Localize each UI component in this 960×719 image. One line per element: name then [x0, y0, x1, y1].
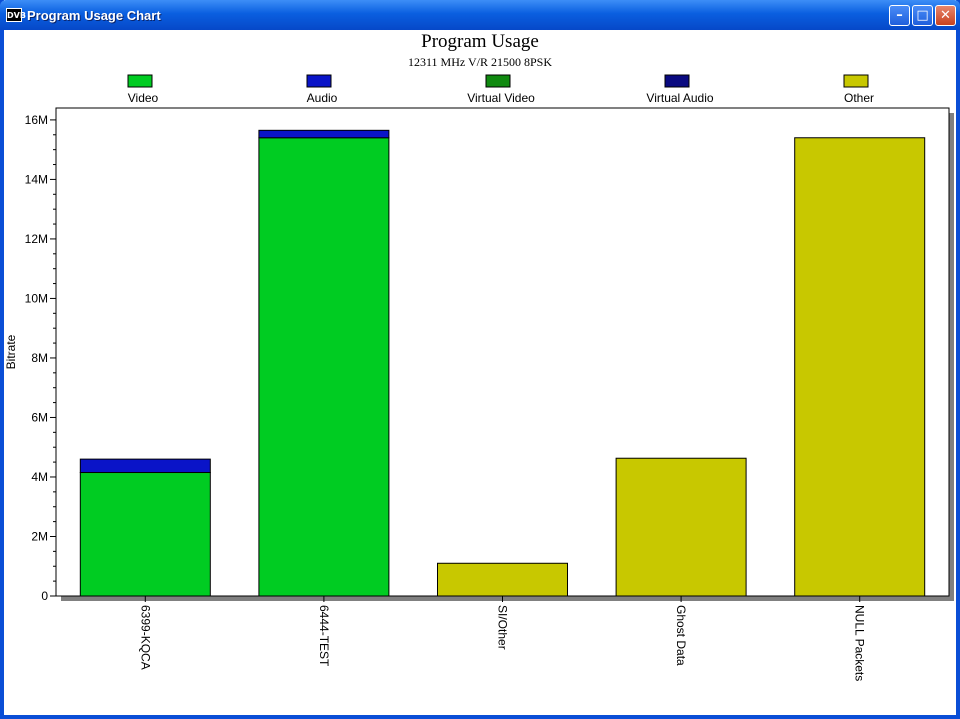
- close-button[interactable]: ✕: [935, 5, 956, 26]
- window-title: Program Usage Chart: [27, 8, 161, 23]
- legend-swatch-4: [843, 74, 869, 88]
- bar-0-0: [79, 472, 211, 597]
- dvb-app-icon: DVB: [6, 8, 26, 22]
- legend-swatch-2: [485, 74, 511, 88]
- x-tick-label-1: 6444-TEST: [317, 605, 331, 667]
- y-tick-label-3: 6M: [31, 410, 48, 424]
- bar-1-0: [258, 137, 390, 597]
- y-tick-label-7: 14M: [25, 172, 48, 186]
- x-tick-label-2: SI/Other: [496, 605, 510, 650]
- minimize-button[interactable]: –: [889, 5, 910, 26]
- program-usage-chart: Program Usage 12311 MHz V/R 21500 8PSK V…: [4, 31, 954, 681]
- bar-4-4: [794, 137, 926, 597]
- legend-swatch-0: [127, 74, 153, 88]
- x-axis: 6399-KQCA 6444-TEST SI/Other Ghost Data NULL…: [138, 596, 867, 681]
- y-tick-label-4: 8M: [31, 351, 48, 365]
- chart-subtitle: 12311 MHz V/R 21500 8PSK: [408, 55, 552, 69]
- y-tick-label-0: 0: [41, 589, 48, 603]
- maximize-button[interactable]: □: [912, 5, 933, 26]
- bar-1-1: [258, 129, 390, 139]
- y-axis: 0 2M 4M 6M 8M 10M 12M 14M 16M: [25, 113, 56, 603]
- bar-0-1: [79, 458, 211, 474]
- x-tick-label-3: Ghost Data: [674, 605, 688, 666]
- legend-label-2: Virtual Video: [467, 91, 535, 105]
- legend-label-1: Audio: [307, 91, 338, 105]
- legend-swatch-3: [664, 74, 690, 88]
- y-tick-label-8: 16M: [25, 113, 48, 127]
- y-tick-label-1: 2M: [31, 529, 48, 543]
- y-tick-label-2: 4M: [31, 470, 48, 484]
- bar-3-4: [615, 457, 747, 597]
- legend-label-0: Video: [128, 91, 159, 105]
- y-axis-label: Bitrate: [4, 334, 18, 369]
- x-tick-label-4: NULL Packets: [853, 605, 867, 681]
- legend: Video Audio Virtual Video Virtual Audio Othe…: [127, 74, 874, 105]
- x-tick-label-0: 6399-KQCA: [138, 605, 152, 670]
- legend-label-4: Other: [844, 91, 874, 105]
- y-tick-label-5: 10M: [25, 291, 48, 305]
- legend-swatch-1: [306, 74, 332, 88]
- title-bar[interactable]: DVB Program Usage Chart – □ ✕: [0, 0, 960, 30]
- chart-area: Program Usage 12311 MHz V/R 21500 8PSK V…: [4, 30, 956, 715]
- chart-title: Program Usage: [421, 31, 539, 52]
- bar-2-4: [437, 562, 568, 597]
- bars: [79, 129, 926, 597]
- y-tick-label-6: 12M: [25, 232, 48, 246]
- legend-label-3: Virtual Audio: [646, 91, 713, 105]
